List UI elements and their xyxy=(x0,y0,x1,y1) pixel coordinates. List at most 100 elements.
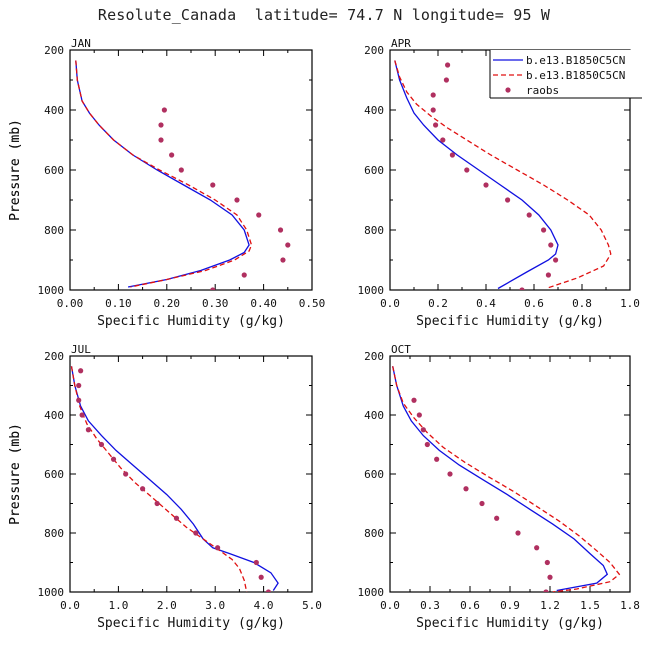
legend-label: b.e13.B1850C5CN xyxy=(526,54,625,67)
y-axis-label-jul: Pressure (mb) xyxy=(8,423,23,525)
x-tick-label: 5.0 xyxy=(302,599,322,612)
x-tick-label: 0.6 xyxy=(524,297,544,310)
legend-label: b.e13.B1850C5CN xyxy=(526,69,625,82)
panel-apr: APR 0.0 0.2 0.4 0.6 0.8 1.0 200 400 600 800 1000 Spe… xyxy=(8,37,640,329)
raobs-point xyxy=(277,227,284,233)
raobs-point xyxy=(241,272,247,278)
series-group-oct xyxy=(392,366,621,592)
raobs-point xyxy=(430,92,436,98)
raobs-point xyxy=(548,242,554,248)
y-tick-label: 600 xyxy=(364,468,384,481)
solid-series-line-jul xyxy=(70,366,279,591)
x-tick-label: 0.0 xyxy=(60,599,80,612)
y-tick-label: 200 xyxy=(364,350,384,363)
x-tick-label: 2.0 xyxy=(157,599,177,612)
x-tick-label: 0.10 xyxy=(105,297,132,310)
y-tick-label: 600 xyxy=(364,164,384,177)
raobs-point xyxy=(479,500,485,507)
x-tick-label: 0.40 xyxy=(250,297,277,310)
raobs-point xyxy=(553,257,559,263)
dashed-series-line-apr xyxy=(394,60,612,290)
x-tick-label: 1.5 xyxy=(580,599,600,612)
raobs-point xyxy=(215,545,221,551)
raobs-point xyxy=(265,589,272,592)
raobs-point xyxy=(98,441,105,448)
plot-frame-jul xyxy=(69,355,313,593)
y-tick-label: 800 xyxy=(364,527,384,540)
y-axis-label-oct: Pressure (mb) xyxy=(8,423,23,525)
raobs-point xyxy=(424,441,430,448)
raobs-point xyxy=(85,427,91,433)
raobs-point xyxy=(434,456,440,462)
raobs-point xyxy=(169,152,175,158)
raobs-point xyxy=(463,486,469,492)
solid-series-line-jan xyxy=(75,60,250,288)
month-label-apr: APR xyxy=(391,37,411,50)
raobs-point xyxy=(449,152,455,158)
raobs-point xyxy=(161,107,167,113)
x-axis-label-jan: Specific Humidity (g/kg) xyxy=(97,314,285,329)
raobs-point xyxy=(79,412,85,418)
x-tick-label: 3.0 xyxy=(205,599,225,612)
month-label-oct: OCT xyxy=(391,343,411,356)
raobs-point xyxy=(178,167,184,173)
raobs-point xyxy=(543,589,549,592)
raobs-point xyxy=(505,197,511,203)
x-axis-label-apr: Specific Humidity (g/kg) xyxy=(416,314,604,329)
solid-series-line-apr xyxy=(394,60,559,290)
y-tick-label: 400 xyxy=(364,104,384,117)
raobs-point xyxy=(445,62,451,68)
raobs-point xyxy=(253,559,259,566)
series-group-jul xyxy=(70,366,279,592)
raobs-point xyxy=(76,382,82,389)
raobs-point xyxy=(483,182,489,188)
raobs-point xyxy=(210,287,216,290)
plot-frame-jan xyxy=(69,49,313,291)
x-axis-label-jul: Specific Humidity (g/kg) xyxy=(97,616,285,631)
y-tick-label: 1000 xyxy=(38,284,65,297)
x-tick-label: 4.0 xyxy=(254,599,274,612)
raobs-point xyxy=(193,530,199,536)
raobs-point xyxy=(234,197,240,203)
raobs-point xyxy=(123,471,129,477)
raobs-point xyxy=(541,227,547,233)
raobs-point xyxy=(494,515,500,521)
y-axis-label-jan: Pressure (mb) xyxy=(8,119,23,221)
y-tick-label: 400 xyxy=(44,409,64,422)
x-tick-label: 0.3 xyxy=(420,599,440,612)
raobs-point xyxy=(464,167,470,173)
raobs-point xyxy=(545,272,552,278)
raobs-point xyxy=(256,212,262,218)
x-tick-label: 1.0 xyxy=(108,599,128,612)
x-tick-label: 1.0 xyxy=(620,297,640,310)
x-tick-label: 0.30 xyxy=(202,297,229,310)
raobs-point xyxy=(76,397,82,403)
x-tick-label: 0.00 xyxy=(57,297,84,310)
series-group-jan xyxy=(75,60,291,290)
x-tick-label: 0.8 xyxy=(572,297,592,310)
x-tick-label: 0.0 xyxy=(380,599,400,612)
raobs-point xyxy=(285,242,291,248)
raobs-point xyxy=(544,559,550,566)
series-group-apr xyxy=(394,60,612,290)
x-axis-label-oct: Specific Humidity (g/kg) xyxy=(416,616,604,631)
raobs-point xyxy=(443,77,449,83)
x-tick-label: 0.0 xyxy=(380,297,400,310)
x-tick-label: 1.8 xyxy=(620,599,640,612)
legend: b.e13.B1850C5CN b.e13.B1850C5CN raobs xyxy=(489,50,642,99)
y-tick-label: 600 xyxy=(44,468,64,481)
raobs-point xyxy=(280,257,286,263)
month-label-jan: JAN xyxy=(71,37,91,50)
raobs-point xyxy=(547,574,553,580)
y-tick-label: 800 xyxy=(44,527,64,540)
raobs-point xyxy=(173,515,180,521)
y-tick-label: 400 xyxy=(44,104,64,117)
y-tick-label: 200 xyxy=(364,44,384,57)
y-axis-label-apr: Pressure (mb) xyxy=(8,119,23,221)
raobs-point xyxy=(430,107,436,113)
y-tick-label: 600 xyxy=(44,164,64,177)
y-tick-label: 1000 xyxy=(38,586,65,599)
panel-jul: JUL 0.0 1.0 2.0 3.0 4.0 5.0 200 400 600 800 1000 Spe… xyxy=(8,343,322,631)
raobs-point xyxy=(420,427,426,433)
